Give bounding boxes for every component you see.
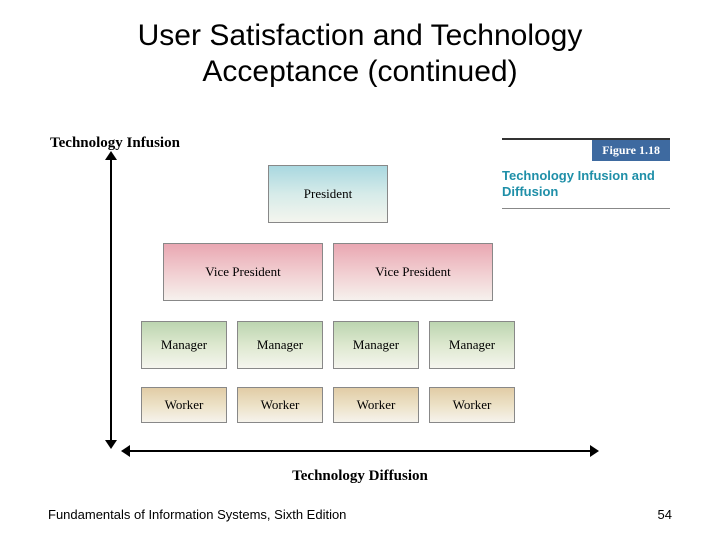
footer-text: Fundamentals of Information Systems, Six… xyxy=(48,507,346,522)
slide: User Satisfaction and Technology Accepta… xyxy=(0,0,720,540)
org-box-manager: Manager xyxy=(141,321,227,369)
horizontal-arrow xyxy=(130,450,590,452)
slide-title: User Satisfaction and Technology Accepta… xyxy=(60,18,660,90)
org-row-president: President xyxy=(140,165,516,223)
figure-rule-bottom xyxy=(502,208,670,209)
axis-label-vertical: Technology Infusion xyxy=(50,135,180,152)
org-box-worker: Worker xyxy=(141,387,227,423)
org-box-vp: Vice President xyxy=(163,243,323,301)
org-row-vp: Vice President Vice President xyxy=(140,243,516,301)
org-box-manager: Manager xyxy=(333,321,419,369)
org-box-manager: Manager xyxy=(237,321,323,369)
org-box-worker: Worker xyxy=(333,387,419,423)
figure-tag: Figure 1.18 xyxy=(592,140,670,161)
figure-caption: Technology Infusion and Diffusion xyxy=(502,168,670,201)
org-box-vp: Vice President xyxy=(333,243,493,301)
org-row-manager: Manager Manager Manager Manager xyxy=(140,321,516,369)
axis-label-horizontal: Technology Diffusion xyxy=(292,468,428,485)
org-row-worker: Worker Worker Worker Worker xyxy=(140,387,516,423)
org-box-worker: Worker xyxy=(429,387,515,423)
org-chart: President Vice President Vice President … xyxy=(140,165,516,435)
page-number: 54 xyxy=(658,507,672,522)
org-box-manager: Manager xyxy=(429,321,515,369)
vertical-arrow xyxy=(110,160,112,440)
org-box-president: President xyxy=(268,165,388,223)
org-box-worker: Worker xyxy=(237,387,323,423)
